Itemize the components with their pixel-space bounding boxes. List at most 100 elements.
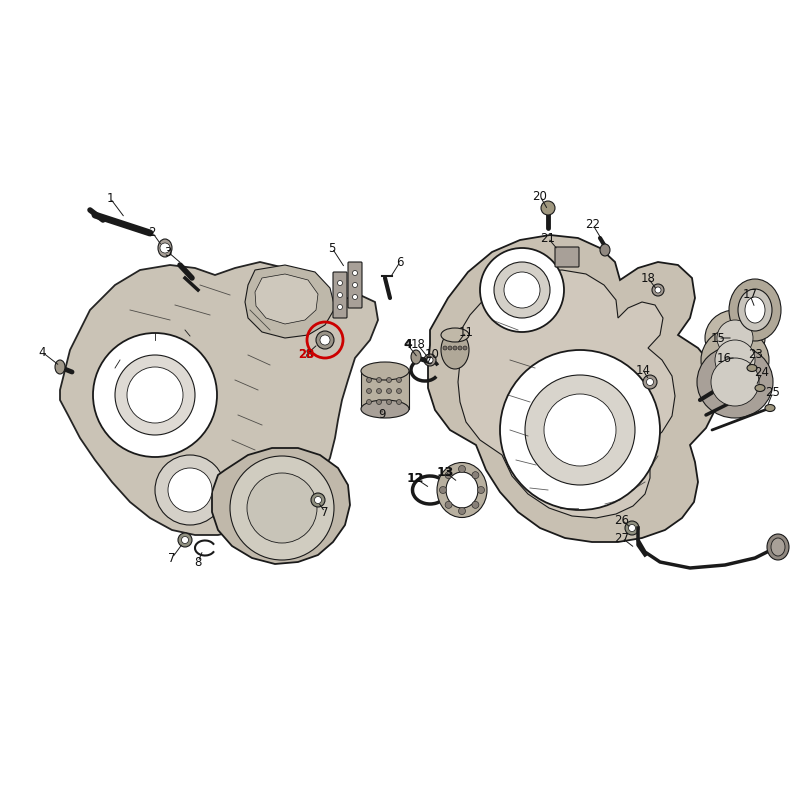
Circle shape [646, 378, 654, 386]
Circle shape [424, 354, 436, 366]
Ellipse shape [745, 297, 765, 323]
Circle shape [366, 378, 371, 382]
FancyBboxPatch shape [348, 262, 362, 308]
Circle shape [652, 284, 664, 296]
FancyBboxPatch shape [555, 247, 579, 267]
Ellipse shape [701, 328, 769, 392]
Polygon shape [245, 265, 335, 338]
Circle shape [439, 486, 446, 494]
Polygon shape [60, 262, 378, 535]
Text: 22: 22 [586, 218, 601, 231]
Text: 10: 10 [425, 347, 439, 361]
Circle shape [377, 378, 382, 382]
Ellipse shape [697, 346, 773, 418]
Circle shape [541, 201, 555, 215]
Ellipse shape [600, 244, 610, 256]
Circle shape [625, 521, 639, 535]
Circle shape [338, 305, 342, 310]
Circle shape [386, 399, 391, 405]
Ellipse shape [755, 385, 765, 391]
Text: 26: 26 [614, 514, 630, 526]
Text: 18: 18 [641, 271, 655, 285]
Polygon shape [212, 448, 350, 564]
Circle shape [314, 497, 322, 503]
Ellipse shape [771, 538, 785, 556]
Circle shape [643, 375, 657, 389]
Text: 7: 7 [168, 551, 176, 565]
Circle shape [230, 456, 334, 560]
Circle shape [448, 346, 452, 350]
Circle shape [427, 357, 433, 363]
Ellipse shape [747, 365, 757, 371]
Text: 4: 4 [404, 338, 412, 351]
Text: 9: 9 [378, 409, 386, 422]
Circle shape [478, 486, 485, 494]
Circle shape [458, 507, 466, 514]
Text: 2: 2 [148, 226, 156, 238]
Text: 8: 8 [194, 555, 202, 569]
Text: 4: 4 [404, 338, 412, 351]
Text: 6: 6 [396, 255, 404, 269]
Text: 1: 1 [106, 191, 114, 205]
Text: 16: 16 [717, 351, 731, 365]
Circle shape [127, 367, 183, 423]
Circle shape [463, 346, 467, 350]
Circle shape [443, 346, 447, 350]
Circle shape [320, 335, 330, 345]
Text: 12: 12 [407, 471, 422, 485]
Circle shape [458, 466, 466, 473]
Text: 12: 12 [406, 471, 424, 485]
Circle shape [366, 389, 371, 394]
Text: 5: 5 [328, 242, 336, 254]
Polygon shape [428, 235, 718, 542]
Circle shape [182, 537, 189, 543]
Text: 17: 17 [742, 289, 758, 302]
Polygon shape [255, 274, 318, 324]
Text: 3: 3 [164, 246, 172, 258]
Ellipse shape [711, 358, 759, 406]
Circle shape [316, 331, 334, 349]
Ellipse shape [729, 279, 781, 341]
Ellipse shape [717, 320, 753, 356]
Ellipse shape [715, 340, 755, 380]
Text: 20: 20 [533, 190, 547, 202]
Circle shape [377, 389, 382, 394]
Ellipse shape [705, 310, 765, 366]
Ellipse shape [738, 289, 772, 331]
Circle shape [655, 287, 661, 293]
Ellipse shape [441, 328, 469, 342]
Text: 23: 23 [749, 349, 763, 362]
Circle shape [525, 375, 635, 485]
Polygon shape [455, 270, 675, 518]
Circle shape [629, 525, 635, 531]
Ellipse shape [441, 331, 469, 369]
Circle shape [377, 399, 382, 405]
Text: 24: 24 [754, 366, 770, 379]
Circle shape [353, 270, 358, 275]
Circle shape [115, 355, 195, 435]
Circle shape [544, 394, 616, 466]
Circle shape [168, 468, 212, 512]
Circle shape [397, 378, 402, 382]
Circle shape [504, 272, 540, 308]
Text: 27: 27 [614, 531, 630, 545]
Circle shape [453, 346, 457, 350]
Text: 7: 7 [322, 506, 329, 518]
Circle shape [93, 333, 217, 457]
Text: 28: 28 [298, 349, 314, 362]
Ellipse shape [55, 360, 65, 374]
Text: 13: 13 [436, 466, 454, 478]
Text: 14: 14 [635, 363, 650, 377]
Ellipse shape [446, 472, 478, 508]
Text: 4: 4 [38, 346, 46, 358]
Circle shape [445, 502, 452, 508]
Polygon shape [361, 371, 409, 409]
Circle shape [397, 389, 402, 394]
Ellipse shape [361, 400, 409, 418]
Circle shape [178, 533, 192, 547]
Ellipse shape [158, 239, 172, 257]
Circle shape [353, 294, 358, 299]
Circle shape [247, 473, 317, 543]
Circle shape [480, 248, 564, 332]
Ellipse shape [767, 534, 789, 560]
